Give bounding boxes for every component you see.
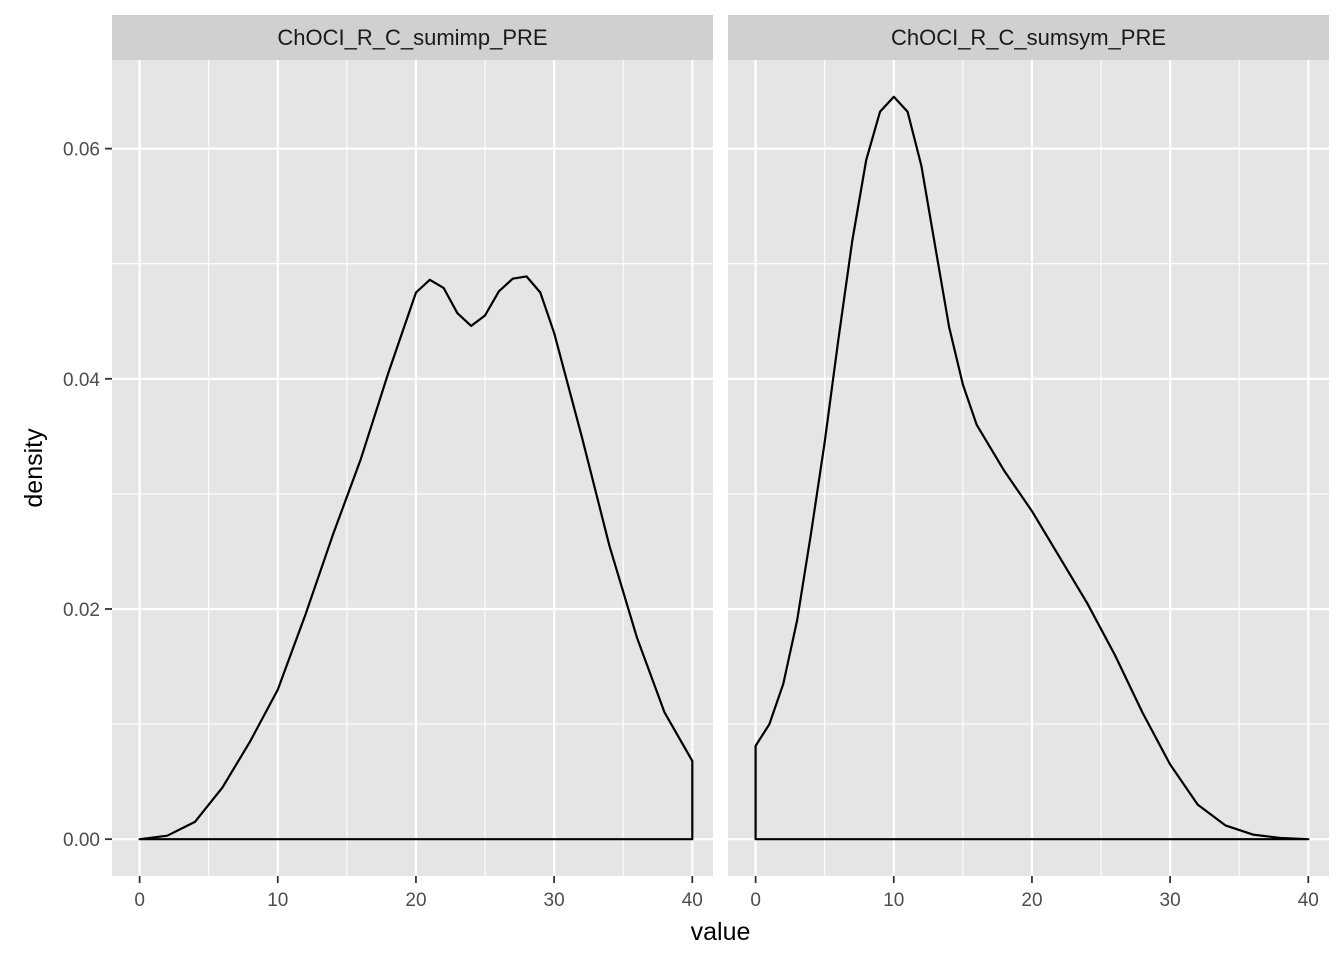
- x-tick-label: 20: [405, 890, 426, 911]
- facet-strip: [112, 15, 713, 60]
- x-tick-label: 40: [1298, 890, 1319, 911]
- x-tick-label: 20: [1021, 890, 1042, 911]
- panel-background: [728, 60, 1329, 876]
- y-tick-label: 0.04: [63, 370, 100, 391]
- x-tick-label: 30: [544, 890, 565, 911]
- y-tick-label: 0.06: [63, 140, 100, 161]
- x-tick-label: 0: [134, 890, 145, 911]
- density-curve: [138, 275, 694, 841]
- panel-background: [112, 60, 713, 876]
- x-axis-title: value: [691, 918, 751, 946]
- y-axis-title: density: [20, 428, 48, 508]
- y-tick-label: 0.02: [63, 600, 100, 621]
- facet-strip-label: ChOCI_R_C_sumsym_PRE: [891, 25, 1166, 50]
- x-tick-label: 10: [883, 890, 904, 911]
- facet-strip: [728, 15, 1329, 60]
- x-tick-label: 10: [267, 890, 288, 911]
- density-curve: [754, 95, 1310, 841]
- x-tick-label: 40: [682, 890, 703, 911]
- facet-strip-label: ChOCI_R_C_sumimp_PRE: [277, 25, 547, 50]
- x-tick-label: 30: [1160, 890, 1181, 911]
- x-tick-label: 0: [750, 890, 761, 911]
- y-tick-label: 0.00: [63, 830, 100, 851]
